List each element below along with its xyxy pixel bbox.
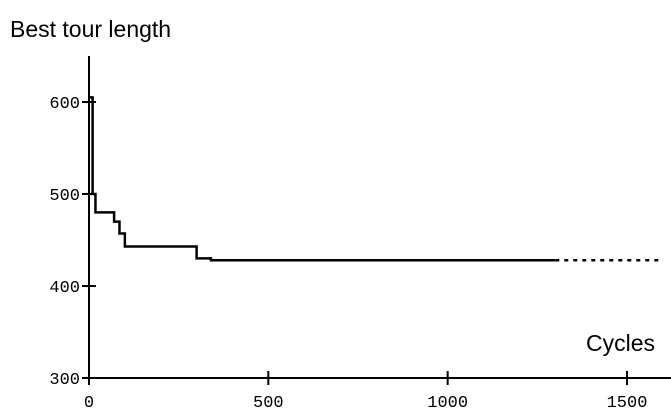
x-tick-label: 0 (84, 394, 94, 412)
x-tick-label: 500 (253, 394, 284, 412)
x-tick-label: 1500 (607, 394, 648, 412)
x-axis-label: Cycles (586, 330, 655, 356)
ticks: 300 400 500 600 0 500 1000 1500 (49, 95, 647, 412)
y-tick-label: 600 (49, 95, 80, 114)
y-tick-label: 500 (49, 187, 80, 206)
axes (88, 56, 671, 379)
series-line-solid (89, 96, 556, 262)
x-tick-label: 1000 (427, 394, 468, 412)
series-layer (89, 96, 663, 262)
y-tick-label: 400 (49, 279, 80, 298)
y-tick-label: 300 (49, 371, 80, 390)
y-axis-label: Best tour length (10, 16, 171, 42)
